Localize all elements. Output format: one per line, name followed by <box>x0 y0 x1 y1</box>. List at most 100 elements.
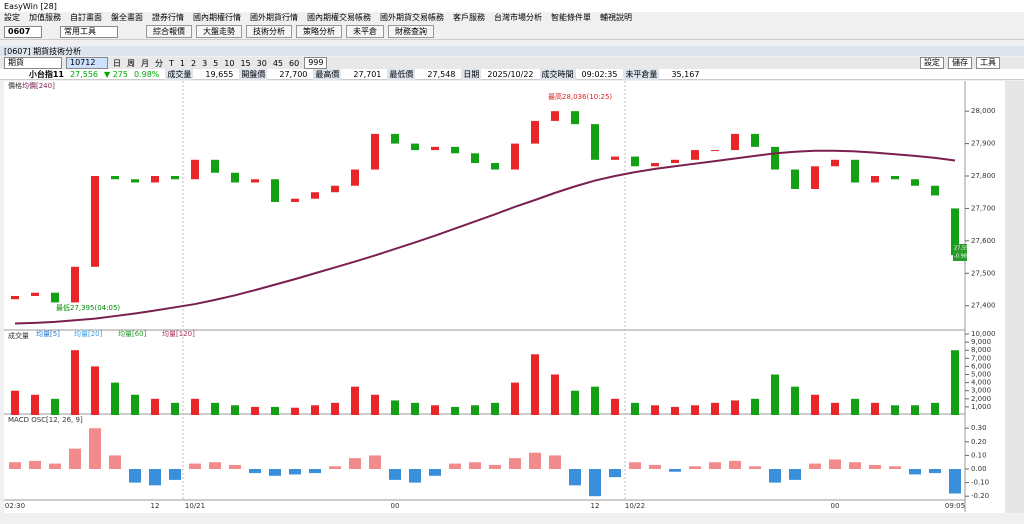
volume-bar <box>371 394 379 415</box>
period-button[interactable]: 周 <box>127 58 135 68</box>
count-input[interactable]: 999 <box>304 57 328 69</box>
period-button[interactable]: T <box>169 58 174 68</box>
candle <box>51 292 59 303</box>
minute-button[interactable]: 10 <box>224 58 235 68</box>
menu-item[interactable]: 證券行情 <box>152 13 184 22</box>
symbol-select[interactable]: 10712 <box>66 57 108 69</box>
volume-bar <box>451 406 459 415</box>
candle <box>851 159 859 183</box>
y-tick-label: 3,000 <box>971 387 991 395</box>
menu-item[interactable]: 加值服務 <box>29 13 61 22</box>
menu-item[interactable]: 國內期權交易帳務 <box>307 13 371 22</box>
market-select[interactable]: 期貨 <box>4 57 62 69</box>
y-tick-label: 27,500 <box>971 269 996 277</box>
toolbar-button[interactable]: 大盤走勢 <box>196 25 242 38</box>
price-tag-value: 27,556 <box>954 246 972 252</box>
menu-bar: 設定 加值服務 自訂畫面 盤全畫面 證券行情 國內期權行情 國外期貨行情 國內期權交易帳務 國外… <box>0 12 1024 23</box>
menu-item[interactable]: 自訂畫面 <box>70 13 102 22</box>
toolbar-button[interactable]: 技術分析 <box>246 25 292 38</box>
candle <box>371 133 379 170</box>
menu-item[interactable]: 智能條件單 <box>551 13 591 22</box>
period-button[interactable]: 日 <box>113 58 121 68</box>
period-button[interactable]: 月 <box>141 58 149 68</box>
volume-bar <box>311 405 319 415</box>
legend-entry: 均價[240] <box>22 81 55 90</box>
toolbar-button[interactable]: 財務查詢 <box>388 25 434 38</box>
minute-button[interactable]: 2 <box>190 58 197 68</box>
menu-item[interactable]: 盤全畫面 <box>111 13 143 22</box>
minute-button[interactable]: 1 <box>179 58 185 68</box>
macd-bar <box>149 469 161 486</box>
panel-title: 成交量 <box>8 331 29 340</box>
macd-bar <box>429 469 441 476</box>
menu-item[interactable]: 輔視說明 <box>600 13 632 22</box>
toolbar-button[interactable]: 綜合報價 <box>146 25 192 38</box>
volume-bar <box>611 398 619 415</box>
field-value: 19,655 <box>205 69 234 79</box>
legend-entry: 均量[5] <box>36 329 60 338</box>
candle <box>531 120 539 144</box>
macd-bar <box>169 469 181 480</box>
macd-bar <box>749 466 761 470</box>
minute-button[interactable]: 5 <box>213 58 219 68</box>
y-tick-label: 0.10 <box>971 451 987 459</box>
minute-button[interactable]: 15 <box>240 58 251 68</box>
minute-button[interactable]: 30 <box>256 58 267 68</box>
macd-bar <box>9 462 21 470</box>
candle <box>491 163 499 170</box>
legend-entry: 均量[60] <box>118 329 147 338</box>
toolbar-button[interactable]: 未平倉 <box>346 25 384 38</box>
volume-bar <box>771 374 779 415</box>
macd-bar <box>349 458 361 470</box>
panel-title: MACD OSC[12, 26, 9] <box>8 416 83 424</box>
tool-select[interactable]: 常用工具 <box>60 25 118 38</box>
candle <box>291 198 299 202</box>
volume-bar <box>831 402 839 415</box>
menu-item[interactable]: 國外期貨行情 <box>250 13 298 22</box>
y-tick-label: 8,000 <box>971 346 991 354</box>
menu-item[interactable]: 國內期權行情 <box>193 13 241 22</box>
volume-bar <box>931 402 939 415</box>
candle <box>611 156 619 160</box>
macd-bar <box>709 462 721 470</box>
menu-item[interactable]: 客戶服務 <box>453 13 485 22</box>
legend-entry: 均量[20] <box>74 329 103 338</box>
candle <box>211 159 219 173</box>
y-tick-label: 28,000 <box>971 107 996 115</box>
action-button[interactable]: 工具 <box>976 57 1000 69</box>
candle <box>591 124 599 160</box>
macd-bar <box>329 466 341 470</box>
candle <box>511 143 519 170</box>
menu-item[interactable]: 國外期貨交易帳務 <box>380 13 444 22</box>
macd-bar <box>389 469 401 480</box>
volume-bar <box>811 394 819 415</box>
volume-bar <box>751 398 759 415</box>
action-button[interactable]: 設定 <box>920 57 944 69</box>
candle <box>951 208 959 256</box>
volume-bar <box>531 354 539 415</box>
macd-bar <box>29 460 41 470</box>
code-input[interactable]: 0607 <box>4 25 42 38</box>
minute-button[interactable]: 60 <box>289 58 300 68</box>
minute-button[interactable]: 45 <box>272 58 284 68</box>
macd-bar <box>289 469 301 475</box>
candle <box>271 179 279 202</box>
minute-button[interactable]: 3 <box>202 58 208 68</box>
action-button[interactable]: 儲存 <box>948 57 972 69</box>
toolbar-button[interactable]: 策略分析 <box>296 25 342 38</box>
y-tick-label: 7,000 <box>971 354 991 362</box>
y-tick-label: 1,000 <box>971 403 991 411</box>
volume-bar <box>911 405 919 415</box>
macd-bar <box>829 459 841 470</box>
panel-title: 價格 <box>8 81 22 90</box>
period-button[interactable]: 分 <box>155 58 163 68</box>
y-tick-label: 0.20 <box>971 438 987 446</box>
menu-item[interactable]: 設定 <box>4 13 20 22</box>
macd-bar <box>109 455 121 470</box>
menu-item[interactable]: 台灣市場分析 <box>494 13 542 22</box>
macd-bar <box>789 469 801 480</box>
macd-bar <box>269 469 281 476</box>
candle <box>131 179 139 183</box>
y-tick-label: 4,000 <box>971 379 991 387</box>
candle <box>651 163 659 167</box>
